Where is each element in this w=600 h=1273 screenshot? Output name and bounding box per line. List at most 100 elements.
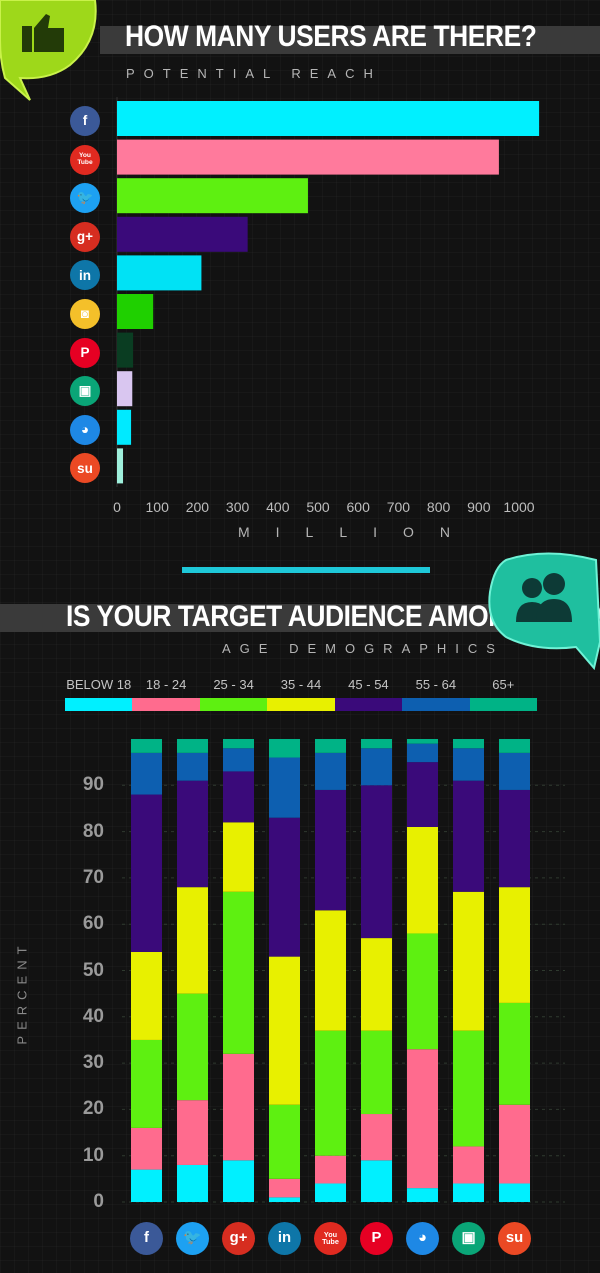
- demo-segment-slideshare: [453, 891, 484, 1031]
- demo-segment-pinterest: [361, 748, 392, 786]
- reach-icon-stumbleupon-icon: su: [70, 453, 100, 484]
- demo-y-tick: 0: [93, 1191, 104, 1212]
- demo-segment-google-plus: [223, 771, 254, 823]
- demo-segment-youtube: [315, 910, 346, 1031]
- demo-icon-youtube-icon: You Tube: [314, 1221, 347, 1255]
- demo-segment-linkedin: [269, 739, 300, 758]
- demo-segment-youtube: [315, 739, 346, 753]
- audience-group-badge-icon: [488, 552, 600, 670]
- reach-chart-subtitle: POTENTIAL REACH: [126, 66, 382, 81]
- reach-x-tick: 100: [145, 499, 169, 515]
- demo-segment-slideshare: [453, 748, 484, 781]
- demo-segment-reddit: [407, 739, 438, 744]
- reach-bar-slideshare: [117, 371, 133, 407]
- demo-segment-stumbleupon: [499, 1002, 530, 1105]
- reach-x-axis-label: MILLION: [238, 524, 477, 540]
- demo-icon-reddit-icon: ◕: [406, 1221, 439, 1255]
- reach-x-tick: 800: [426, 499, 451, 515]
- demo-y-tick: 50: [82, 959, 104, 981]
- legend-label: 25 - 34: [213, 677, 254, 692]
- demo-icon-stumbleupon-icon: su: [498, 1221, 531, 1255]
- reach-icon-facebook-icon: f: [70, 106, 100, 136]
- reach-icon-twitter-icon: 🐦: [70, 183, 100, 214]
- demo-y-tick: 80: [82, 820, 104, 842]
- reach-bar-instagram: [117, 294, 154, 329]
- demo-segment-google-plus: [223, 822, 254, 892]
- demo-segment-stumbleupon: [499, 739, 530, 753]
- reach-x-tick: 300: [225, 499, 250, 515]
- demo-segment-facebook: [131, 951, 162, 1040]
- reach-x-tick: 200: [185, 499, 210, 515]
- demo-segment-slideshare: [453, 1183, 484, 1202]
- demo-segment-youtube: [315, 789, 346, 911]
- demo-segment-twitter: [177, 1164, 208, 1202]
- reach-bar-stumbleupon: [117, 448, 124, 484]
- demo-segment-facebook: [131, 739, 162, 753]
- demo-segment-linkedin: [269, 956, 300, 1105]
- demo-segment-youtube: [315, 1183, 346, 1202]
- demo-segment-slideshare: [453, 780, 484, 892]
- legend-label: 45 - 54: [348, 677, 389, 692]
- demo-segment-reddit: [407, 762, 438, 827]
- demo-y-tick: 60: [82, 913, 104, 935]
- demo-segment-youtube: [315, 1030, 346, 1156]
- demo-segment-slideshare: [453, 1146, 484, 1184]
- legend-swatch: [199, 698, 268, 711]
- demo-segment-youtube: [315, 1155, 346, 1184]
- demo-segment-pinterest: [361, 938, 392, 1031]
- title-band-1: [100, 26, 600, 54]
- reach-icon-slideshare-icon: ▣: [70, 376, 100, 407]
- demo-segment-google-plus: [223, 739, 254, 749]
- reach-x-tick: 0: [113, 499, 121, 515]
- demographics-y-axis-label: PERCENT: [14, 940, 30, 1045]
- reach-chart-title: HOW MANY USERS ARE THERE?: [125, 20, 537, 53]
- reach-bar-facebook: [117, 101, 540, 136]
- title-band-2: [0, 604, 510, 632]
- demo-segment-linkedin: [269, 1178, 300, 1198]
- demo-segment-stumbleupon: [499, 752, 530, 790]
- demo-segment-stumbleupon: [499, 887, 530, 1003]
- demo-segment-twitter: [177, 993, 208, 1101]
- demo-segment-reddit: [407, 1188, 438, 1202]
- demo-segment-stumbleupon: [499, 1104, 530, 1184]
- reach-x-tick: 1000: [503, 499, 535, 515]
- demo-icon-slideshare-icon: ▣: [452, 1221, 485, 1255]
- demographics-stacked-chart: [122, 739, 565, 1203]
- reach-x-tick: 400: [266, 499, 290, 515]
- legend-label: 55 - 64: [415, 677, 457, 692]
- demo-segment-linkedin: [269, 817, 300, 957]
- demo-segment-reddit: [407, 826, 438, 934]
- thumbs-up-badge-icon: [0, 0, 97, 101]
- demographics-chart-subtitle: AGE DEMOGRAPHICS: [222, 641, 504, 656]
- demo-segment-twitter: [177, 887, 208, 994]
- reach-bar-google-plus: [117, 216, 248, 252]
- demo-segment-pinterest: [361, 739, 392, 749]
- demo-icon-google-plus-icon: g+: [222, 1221, 255, 1255]
- legend-swatch: [334, 698, 403, 711]
- reach-x-tick: 700: [386, 499, 411, 515]
- demo-segment-google-plus: [223, 1160, 254, 1202]
- demo-icon-twitter-icon: 🐦: [176, 1221, 209, 1255]
- demo-y-tick: 20: [82, 1098, 104, 1120]
- reach-icon-instagram-icon: ◙: [70, 299, 100, 329]
- demo-segment-slideshare: [453, 739, 484, 749]
- demo-segment-stumbleupon: [499, 1183, 530, 1202]
- demo-segment-linkedin: [269, 757, 300, 818]
- demo-segment-pinterest: [361, 1160, 392, 1202]
- demo-segment-pinterest: [361, 1114, 392, 1161]
- reach-bar-chart: [116, 97, 540, 487]
- demo-segment-twitter: [177, 739, 208, 753]
- demo-segment-facebook: [131, 1127, 162, 1170]
- demo-segment-facebook: [131, 1169, 162, 1202]
- legend-swatch: [65, 698, 133, 711]
- demo-segment-twitter: [177, 1100, 208, 1165]
- reach-x-tick: 500: [306, 499, 330, 515]
- demo-segment-google-plus: [223, 1053, 254, 1161]
- reach-icon-reddit-icon: ◕: [70, 414, 100, 445]
- demo-segment-slideshare: [453, 1030, 484, 1147]
- demo-y-tick: 40: [82, 1005, 104, 1027]
- legend-label: 18 - 24: [145, 677, 187, 692]
- demo-y-tick: 90: [82, 774, 104, 796]
- reach-bar-youtube: [117, 139, 499, 175]
- legend-label: BELOW 18: [66, 677, 132, 692]
